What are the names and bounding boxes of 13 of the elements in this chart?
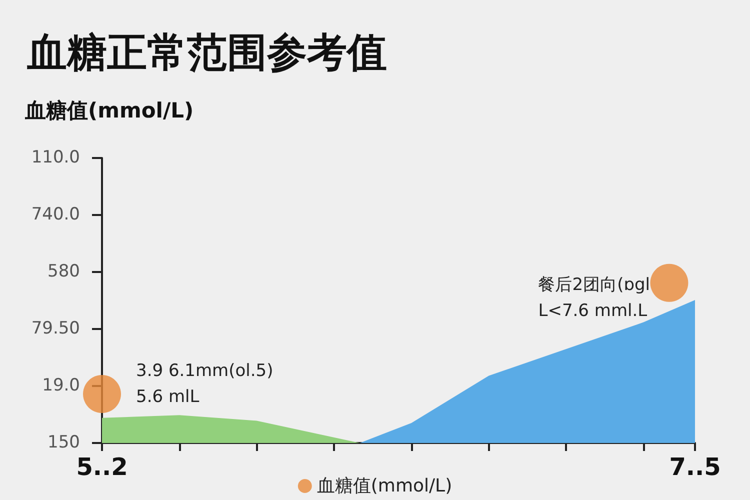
legend-label: 血糖值(mmol/L) bbox=[316, 476, 452, 496]
annotation: 餐后2团向(ɒgl L<7.6 mml.L bbox=[538, 275, 650, 321]
x-tick-label: 5..2 bbox=[76, 453, 128, 481]
x-tick-label: 7..5 bbox=[669, 453, 721, 481]
text: 19.0 bbox=[42, 376, 80, 396]
text: 580 bbox=[48, 262, 80, 282]
chart-subtitle: 血糖值(mmol/L) bbox=[24, 98, 194, 122]
text: 150 bbox=[48, 432, 80, 452]
annotation: 3.9 6.1mm(ol.5) 5.6 mlL bbox=[136, 361, 274, 408]
text: 110.0 bbox=[31, 148, 80, 168]
text: 740.0 bbox=[31, 204, 80, 224]
text: 79.50 bbox=[31, 318, 80, 338]
chart-title: 血糖正常范围参考值 bbox=[26, 30, 387, 76]
